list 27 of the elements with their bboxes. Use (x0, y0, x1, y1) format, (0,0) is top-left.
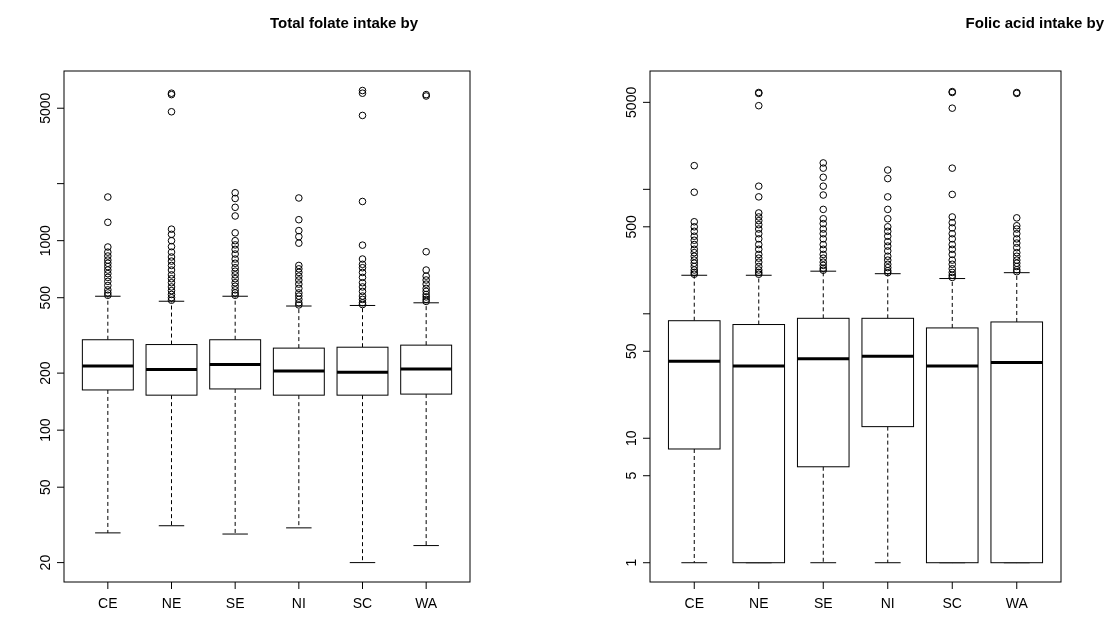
y-tick-label: 50 (37, 479, 53, 495)
x-tick-label: WA (415, 595, 438, 611)
y-tick-label: 10 (623, 430, 639, 447)
y-tick-label: 5000 (623, 86, 639, 118)
y-tick-label: 20 (37, 554, 53, 571)
x-tick-label: CE (98, 595, 118, 611)
x-tick-label: WA (1005, 595, 1029, 611)
y-tick-label: 50 (623, 343, 639, 360)
x-tick-label: CE (684, 595, 704, 611)
x-tick-label: SE (813, 595, 833, 611)
y-tick-label: 5 (623, 471, 639, 480)
y-tick-label: 500 (37, 285, 53, 310)
x-tick-label: SC (352, 595, 373, 611)
y-tick-label: 5000 (37, 92, 53, 124)
x-tick-label: NE (161, 595, 182, 611)
y-tick-label: 1000 (37, 224, 53, 257)
chart-title: Folic acid intake by (965, 14, 1105, 31)
y-tick-label: 1 (623, 558, 639, 567)
x-tick-label: NI (291, 595, 306, 611)
y-tick-label: 500 (623, 214, 639, 239)
x-tick-label: SE (225, 595, 245, 611)
x-tick-label: SC (942, 595, 962, 611)
y-tick-label: 100 (37, 418, 53, 442)
x-tick-label: NI (880, 595, 895, 611)
chart-title: Total folate intake by (270, 14, 419, 31)
y-tick-label: 200 (37, 361, 53, 385)
x-tick-label: NE (749, 595, 769, 611)
